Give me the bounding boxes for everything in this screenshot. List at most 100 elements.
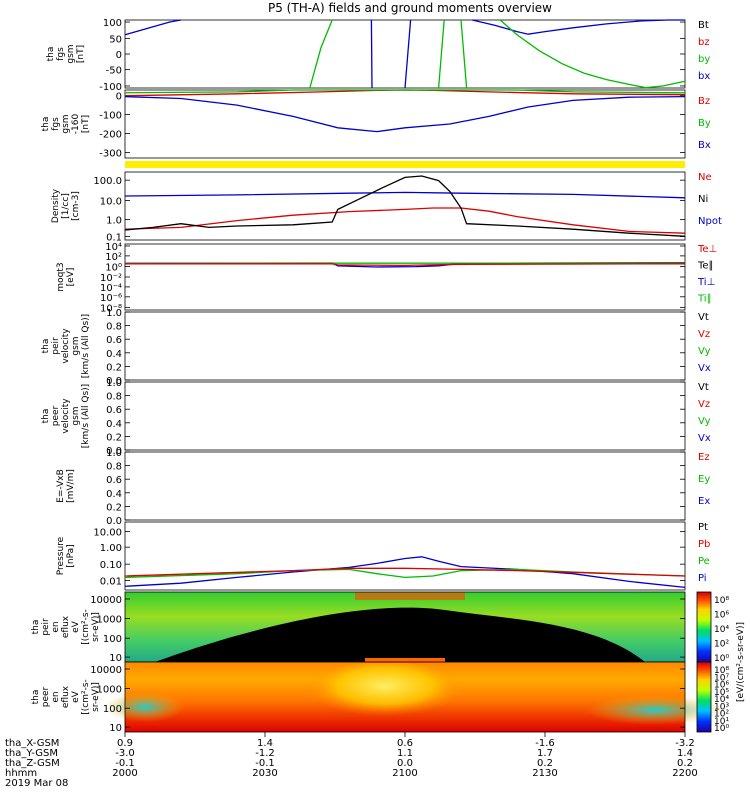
footer-value: 0.9 xyxy=(117,738,133,749)
y-tick-label: 100.0 xyxy=(93,176,122,187)
legend-entry: bz xyxy=(698,37,710,48)
y-axis-label: gsm xyxy=(61,114,71,133)
y-tick-label: 0 xyxy=(116,50,122,61)
colorbar-tick-label: 10² xyxy=(714,710,729,720)
legend-entry: Ez xyxy=(698,452,710,463)
y-tick-label: 1.0 xyxy=(106,378,122,389)
y-tick-label: 10⁴ xyxy=(105,242,122,253)
y-axis-label: gsm xyxy=(71,406,81,425)
y-axis-label: tha xyxy=(31,620,41,635)
y-tick-label: 1.00 xyxy=(100,543,122,554)
y-tick-label: 0.0 xyxy=(106,446,122,457)
legend-entry: bx xyxy=(698,71,710,82)
panel-frame xyxy=(124,89,686,159)
y-axis-label: [cm-3] xyxy=(71,191,81,221)
y-axis-label: [1/cc] xyxy=(61,193,71,219)
series-line-bt xyxy=(124,19,182,36)
colorbar-tick-label: 10⁸ xyxy=(714,666,729,676)
y-tick-label: 50 xyxy=(109,34,122,45)
series-line-by1 xyxy=(309,19,333,89)
y-axis-label: [nPa] xyxy=(66,544,76,567)
colorbar-tick-label: 10⁰ xyxy=(714,654,729,664)
series-line-by xyxy=(124,89,686,94)
y-tick-label: 10⁰ xyxy=(105,262,122,273)
footer-value: 2000 xyxy=(112,768,137,779)
electron-core-region xyxy=(305,662,465,722)
series-line-pb xyxy=(124,567,686,577)
y-tick-label: 0.0 xyxy=(106,516,122,527)
y-tick-label: 1000 xyxy=(97,685,122,696)
series-line-by3 xyxy=(460,19,468,89)
y-tick-label: 0.6 xyxy=(106,405,122,416)
y-tick-label: 10⁻⁴ xyxy=(100,283,122,294)
y-axis-label: sr-eV)] xyxy=(91,682,101,712)
y-axis-label: -160 xyxy=(71,114,81,135)
legend-entry: Vy xyxy=(698,346,711,357)
footer-row-label: tha_Y-GSM xyxy=(5,748,58,759)
colorbar-electron xyxy=(696,661,712,733)
colorbar-tick-label: 10¹ xyxy=(714,717,729,727)
legend-entry: Vt xyxy=(698,312,709,323)
series-line-te xyxy=(125,263,686,267)
y-axis-label: peer xyxy=(51,405,61,426)
mode-status-bar xyxy=(125,161,685,168)
y-tick-label: 1000 xyxy=(97,615,122,626)
y-axis-label: E=-VxB xyxy=(56,469,66,503)
panel-p9: 10000 1000 100 10 tha peir en eflux eV [(cm²-s-sr… xyxy=(31,591,686,664)
legend-entry: Ti⊥ xyxy=(697,277,715,288)
y-tick-label: 10⁻² xyxy=(100,273,122,284)
footer-value: 2030 xyxy=(252,768,277,779)
colorbar-tick-label: 10⁶ xyxy=(714,681,729,691)
y-axis-label: [nT] xyxy=(76,45,86,63)
series-line-bz xyxy=(124,89,686,97)
legend-entry: Vz xyxy=(698,399,710,410)
y-axis-label: tha xyxy=(41,339,51,354)
series-line-pi xyxy=(124,556,686,589)
footer-value: -3.0 xyxy=(115,748,135,759)
series-line-by2 xyxy=(437,19,445,89)
ion-hot-band xyxy=(355,592,465,600)
colorbar-tick-label: 10⁰ xyxy=(714,724,729,734)
colorbar-tick-label: 10⁶ xyxy=(714,611,729,621)
legend-entry: Bx xyxy=(698,140,711,151)
panel-p7: 1.0 0.8 0.6 0.4 0.2 0.0 E=-VxB [mV/m] Ez Ey Ex xyxy=(56,448,710,527)
y-tick-label: 10.0 xyxy=(100,197,122,208)
y-axis-label: [km/s (All Qs)] xyxy=(81,384,91,448)
colorbar-tick-label: 10⁸ xyxy=(714,596,729,606)
legend-entry: Bt xyxy=(698,20,709,31)
y-tick-label: 0.8 xyxy=(106,322,122,333)
series-line-bx xyxy=(124,95,686,133)
figure-title: P5 (TH-A) fields and ground moments over… xyxy=(268,1,552,15)
footer-value: 2130 xyxy=(532,768,557,779)
colorbar-ion xyxy=(696,591,712,663)
y-tick-label: 1.0 xyxy=(106,308,122,319)
series-line-bx2 xyxy=(404,19,412,89)
y-axis-label: velocity xyxy=(61,328,71,364)
ion-void-region xyxy=(155,607,645,662)
footer-row-label: tha_Z-GSM xyxy=(5,758,60,769)
panel-p5: 1.0 0.8 0.6 0.4 0.2 0.0 tha peir velocity gsm [km/… xyxy=(41,308,711,387)
panel-p6: 1.0 0.8 0.6 0.4 0.2 0.0 tha peer velocity gsm [km/… xyxy=(41,378,711,457)
y-tick-label: 10.00 xyxy=(93,528,122,539)
footer-value: 0.0 xyxy=(397,758,413,769)
legend-entry: Ti∥ xyxy=(697,294,712,305)
legend-entry: Bz xyxy=(698,96,710,107)
y-tick-label: 10000 xyxy=(90,595,122,606)
colorbar-tick-label: 10² xyxy=(714,640,729,650)
electron-side-right xyxy=(585,695,725,725)
legend-entry: Npot xyxy=(698,216,722,227)
footer-value: 1.7 xyxy=(537,748,553,759)
y-tick-label: 10 xyxy=(109,653,122,664)
y-axis-label: peir xyxy=(51,337,61,355)
y-tick-label: 0.2 xyxy=(106,432,122,443)
panel-frame xyxy=(124,171,686,241)
y-tick-label: 0.4 xyxy=(106,419,122,430)
colorbar-tick-label: 10³ xyxy=(714,702,729,712)
y-axis-label: en xyxy=(51,621,61,632)
legend-entry: Vy xyxy=(698,416,711,427)
legend-entry: Ne xyxy=(698,172,712,183)
legend-entry: Ni xyxy=(698,194,708,205)
y-tick-label: 10000 xyxy=(90,665,122,676)
